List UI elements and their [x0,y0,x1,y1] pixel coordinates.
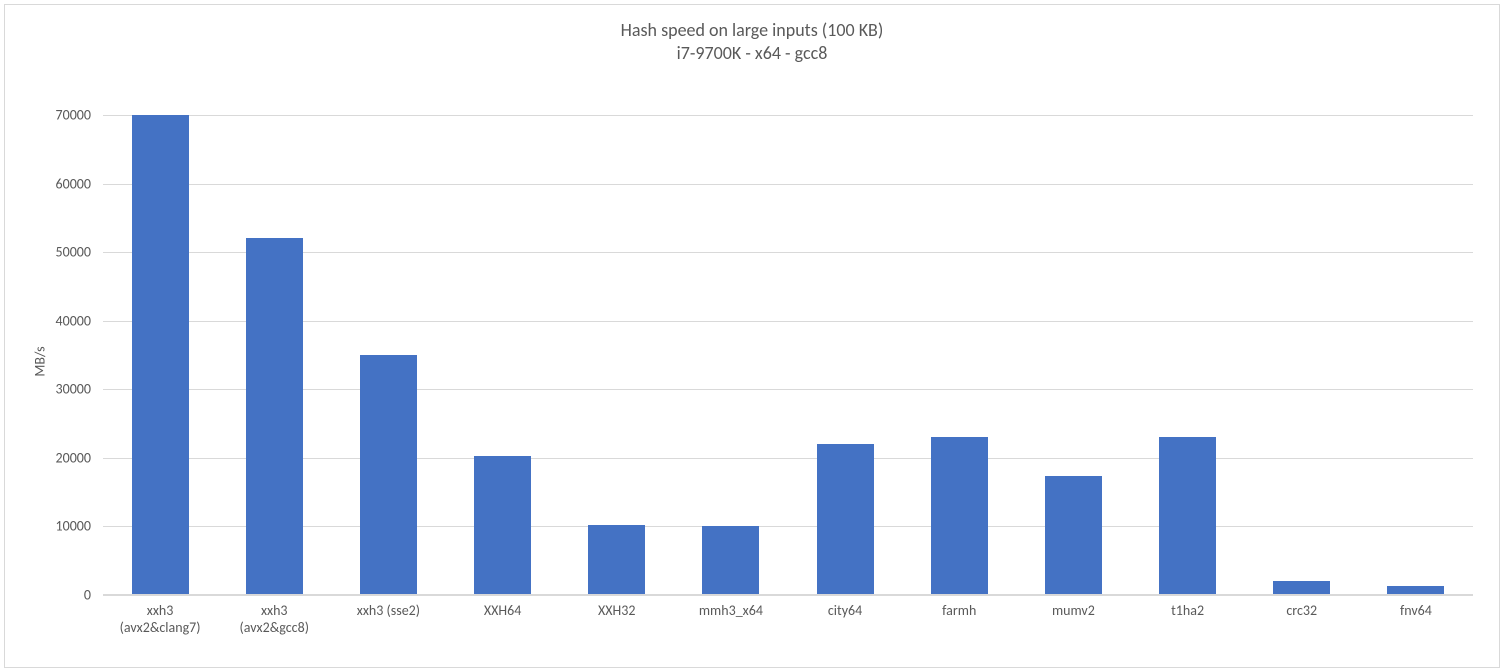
x-axis-baseline [103,594,1473,595]
bar [246,238,303,595]
y-tick-label: 30000 [9,381,91,398]
x-tick-label: mumv2 [1016,603,1130,620]
y-axis-label: MB/s [32,346,49,376]
chart-title-line1: Hash speed on large inputs (100 KB) [5,19,1499,42]
y-tick-label: 20000 [9,449,91,466]
bar [474,456,531,595]
bar [132,115,189,595]
bar [1159,437,1216,595]
x-tick-label: t1ha2 [1131,603,1245,620]
bar [1045,476,1102,595]
bar [702,526,759,595]
y-tick-label: 10000 [9,518,91,535]
y-tick-label: 70000 [9,107,91,124]
plot-area: 010000200003000040000500006000070000 [103,115,1473,595]
bars-layer [103,115,1473,595]
gridline [103,595,1473,596]
y-tick-label: 40000 [9,312,91,329]
x-tick-label: fnv64 [1359,603,1473,620]
x-tick-label: crc32 [1245,603,1359,620]
bar [931,437,988,595]
bar [588,525,645,595]
bar [817,444,874,595]
x-tick-label: farmh [902,603,1016,620]
bar [1273,581,1330,595]
x-tick-label: city64 [788,603,902,620]
chart-title-line2: i7-9700K - x64 - gcc8 [5,42,1499,65]
x-tick-label: XXH64 [446,603,560,620]
y-tick-label: 50000 [9,244,91,261]
x-tick-label: XXH32 [560,603,674,620]
x-tick-label: xxh3 (avx2&clang7) [103,603,217,637]
bar [360,355,417,595]
chart-container: Hash speed on large inputs (100 KB) i7-9… [4,4,1500,668]
x-tick-label: xxh3 (avx2&gcc8) [217,603,331,637]
x-tick-label: xxh3 (sse2) [331,603,445,620]
chart-title: Hash speed on large inputs (100 KB) i7-9… [5,5,1499,64]
y-tick-label: 60000 [9,175,91,192]
x-tick-label: mmh3_x64 [674,603,788,620]
y-tick-label: 0 [9,587,91,604]
